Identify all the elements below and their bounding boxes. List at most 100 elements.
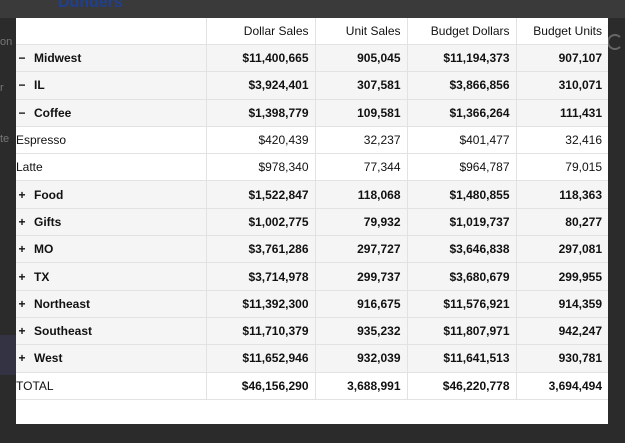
- table-cell: $964,787: [406, 153, 516, 182]
- table-cell: $11,641,513: [406, 344, 516, 373]
- table-cell: 32,416: [515, 126, 608, 155]
- table-row: Espresso $420,439 32,237 $401,477 32,416: [16, 126, 608, 155]
- row-label-text: Midwest: [34, 51, 82, 66]
- table-row: + TX $3,714,978 299,737 $3,680,679 299,95…: [16, 262, 608, 291]
- expand-toggle[interactable]: +: [18, 242, 26, 257]
- row-label: + MO: [16, 235, 206, 264]
- table-cell: 79,932: [314, 208, 407, 237]
- table-cell: 80,277: [515, 208, 608, 237]
- table-cell: $11,710,379: [205, 317, 315, 346]
- table-cell: 118,363: [515, 180, 608, 209]
- expand-toggle[interactable]: +: [18, 187, 26, 202]
- expand-toggle[interactable]: +: [18, 351, 26, 366]
- total-row: TOTAL $46,156,290 3,688,991 $46,220,778 …: [16, 372, 608, 400]
- table-cell: $3,924,401: [205, 71, 315, 100]
- expand-toggle[interactable]: +: [18, 324, 26, 339]
- table-cell: $3,646,838: [406, 235, 516, 264]
- table-cell: $11,400,665: [205, 44, 315, 73]
- table-row: + West $11,652,946 932,039 $11,641,513 93…: [16, 344, 608, 373]
- table-row: − Midwest $11,400,665 905,045 $11,194,373…: [16, 44, 608, 73]
- row-label-text: Coffee: [34, 105, 72, 120]
- table-cell: 3,694,494: [515, 372, 608, 400]
- table-cell: $1,019,737: [406, 208, 516, 237]
- row-label-text: Food: [34, 187, 64, 202]
- background-edge-text: on: [0, 36, 13, 48]
- table-cell: 932,039: [314, 344, 407, 373]
- table-cell: $1,366,264: [406, 99, 516, 127]
- table-cell: $46,156,290: [205, 372, 315, 400]
- table-row: + MO $3,761,286 297,727 $3,646,838 297,08…: [16, 235, 608, 264]
- table-cell: $11,392,300: [205, 290, 315, 318]
- collapse-toggle[interactable]: −: [18, 51, 26, 66]
- row-label-text: West: [34, 351, 63, 366]
- row-label-text: Espresso: [16, 133, 67, 148]
- table-cell: 905,045: [314, 44, 407, 73]
- table-cell: 299,955: [515, 262, 608, 291]
- column-header[interactable]: Budget Units: [515, 18, 608, 45]
- table-row: + Southeast $11,710,379 935,232 $11,807,9…: [16, 317, 608, 346]
- expand-toggle[interactable]: +: [18, 296, 26, 311]
- table-cell: $11,807,971: [406, 317, 516, 346]
- table-cell: 109,581: [314, 99, 407, 127]
- header-row: Dollar Sales Unit Sales Budget Dollars B…: [16, 18, 608, 45]
- table-cell: 3,688,991: [314, 372, 407, 400]
- expand-toggle[interactable]: +: [18, 269, 26, 284]
- collapse-toggle[interactable]: −: [18, 105, 26, 120]
- table-cell: 310,071: [515, 71, 608, 100]
- pivot-table: Dollar Sales Unit Sales Budget Dollars B…: [16, 18, 608, 400]
- row-label: + TX: [16, 262, 206, 291]
- table-cell: $11,652,946: [205, 344, 315, 373]
- row-label: + Gifts: [16, 208, 206, 237]
- column-header[interactable]: Budget Dollars: [406, 18, 516, 45]
- table-cell: $1,002,775: [205, 208, 315, 237]
- row-label: + West: [16, 344, 206, 373]
- table-cell: $3,714,978: [205, 262, 315, 291]
- table-cell: 77,344: [314, 153, 407, 182]
- refresh-icon: [607, 34, 623, 50]
- table-cell: $3,866,856: [406, 71, 516, 100]
- row-label: − IL: [16, 71, 206, 100]
- row-label-text: Latte: [16, 160, 43, 175]
- table-cell: $420,439: [205, 126, 315, 155]
- column-header[interactable]: Unit Sales: [314, 18, 407, 45]
- row-label-text: Southeast: [34, 324, 93, 339]
- total-label: TOTAL: [16, 372, 206, 400]
- table-cell: $1,480,855: [406, 180, 516, 209]
- table-row: + Gifts $1,002,775 79,932 $1,019,737 80,2…: [16, 208, 608, 237]
- pivot-table-dialog: Dollar Sales Unit Sales Budget Dollars B…: [16, 18, 608, 424]
- collapse-toggle[interactable]: −: [18, 78, 26, 93]
- row-label-text: MO: [34, 242, 54, 257]
- row-label: Espresso: [16, 126, 206, 155]
- background-edge-text: r: [0, 82, 4, 94]
- background-title: Dunders: [58, 0, 123, 11]
- table-cell: 79,015: [515, 153, 608, 182]
- table-cell: 297,081: [515, 235, 608, 264]
- table-cell: 32,237: [314, 126, 407, 155]
- table-cell: $1,522,847: [205, 180, 315, 209]
- table-cell: 299,737: [314, 262, 407, 291]
- background-header: [0, 0, 625, 18]
- row-label: − Coffee: [16, 99, 206, 127]
- row-label: Latte: [16, 153, 206, 182]
- table-cell: $978,340: [205, 153, 315, 182]
- row-label: + Northeast: [16, 290, 206, 318]
- table-cell: 297,727: [314, 235, 407, 264]
- column-header[interactable]: Dollar Sales: [205, 18, 315, 45]
- row-label-text: Gifts: [34, 214, 62, 229]
- table-row: − IL $3,924,401 307,581 $3,866,856 310,07…: [16, 71, 608, 100]
- table-cell: 307,581: [314, 71, 407, 100]
- table-row: − Coffee $1,398,779 109,581 $1,366,264 11…: [16, 99, 608, 127]
- row-label: + Southeast: [16, 317, 206, 346]
- background-panel: [0, 335, 16, 375]
- table-cell: 942,247: [515, 317, 608, 346]
- table-cell: $3,680,679: [406, 262, 516, 291]
- table-cell: 111,431: [515, 99, 608, 127]
- background-edge-text: te: [0, 133, 10, 145]
- table-cell: $11,194,373: [406, 44, 516, 73]
- row-label-text: TX: [34, 269, 50, 284]
- expand-toggle[interactable]: +: [18, 214, 26, 229]
- table-cell: $46,220,778: [406, 372, 516, 400]
- table-cell: 907,107: [515, 44, 608, 73]
- table-row: + Food $1,522,847 118,068 $1,480,855 118,…: [16, 180, 608, 209]
- table-row: Latte $978,340 77,344 $964,787 79,015: [16, 153, 608, 182]
